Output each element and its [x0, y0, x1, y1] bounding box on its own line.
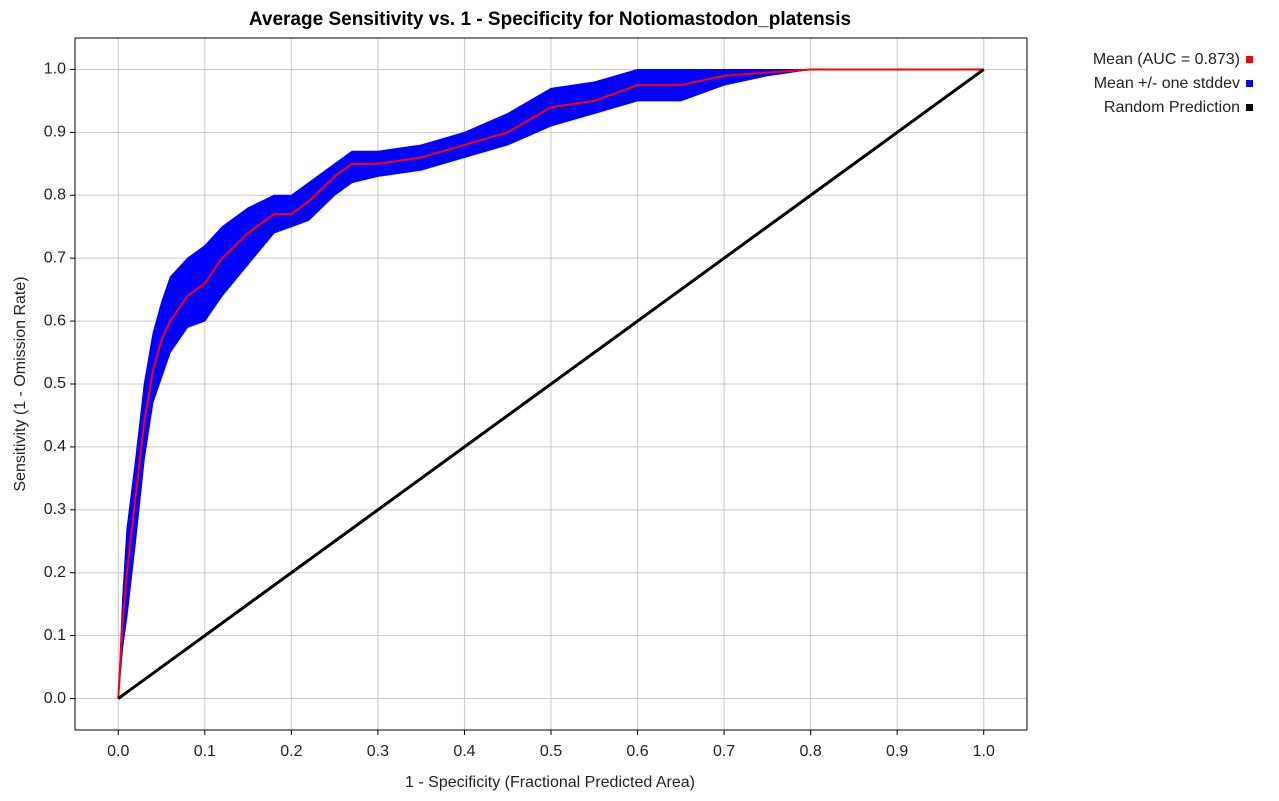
y-tick-label: 0.9: [44, 124, 66, 141]
y-tick-label: 1.0: [44, 61, 66, 78]
x-tick-label: 0.2: [280, 743, 302, 760]
y-tick-label: 0.0: [44, 690, 66, 707]
y-tick-label: 0.5: [44, 375, 66, 392]
legend-label: Random Prediction: [1104, 99, 1240, 116]
y-tick-label: 0.3: [44, 501, 66, 518]
legend-label: Mean +/- one stddev: [1094, 75, 1240, 92]
y-tick-label: 0.2: [44, 564, 66, 581]
plot-border: [74, 37, 1028, 731]
legend-label: Mean (AUC = 0.873): [1093, 51, 1240, 68]
y-tick-label: 0.1: [44, 627, 66, 644]
chart-title: Average Sensitivity vs. 1 - Specificity …: [249, 9, 851, 30]
x-tick-label: 1.0: [973, 743, 995, 760]
line: [117, 68, 984, 699]
legend-swatch: [1246, 56, 1253, 63]
y-tick-label: 0.7: [44, 249, 66, 266]
y-tick-label: 0.6: [44, 312, 66, 329]
y-tick-label: 0.8: [44, 186, 66, 203]
x-tick-label: 0.8: [800, 743, 822, 760]
stddev-band: [117, 68, 984, 699]
x-tick-label: 0.3: [367, 743, 389, 760]
x-tick-label: 0.9: [886, 743, 908, 760]
y-axis-label: Sensitivity (1 - Omission Rate): [12, 276, 29, 491]
legend-swatch: [1246, 104, 1253, 111]
x-tick-label: 0.6: [626, 743, 648, 760]
legend-swatch: [1246, 80, 1253, 87]
x-tick-label: 0.7: [713, 743, 735, 760]
x-axis-label: 1 - Specificity (Fractional Predicted Ar…: [405, 774, 695, 791]
line: [117, 68, 985, 700]
x-tick-label: 0.1: [194, 743, 216, 760]
y-tick-label: 0.4: [44, 438, 66, 455]
x-tick-label: 0.5: [540, 743, 562, 760]
x-tick-label: 0.0: [107, 743, 129, 760]
x-tick-label: 0.4: [453, 743, 475, 760]
